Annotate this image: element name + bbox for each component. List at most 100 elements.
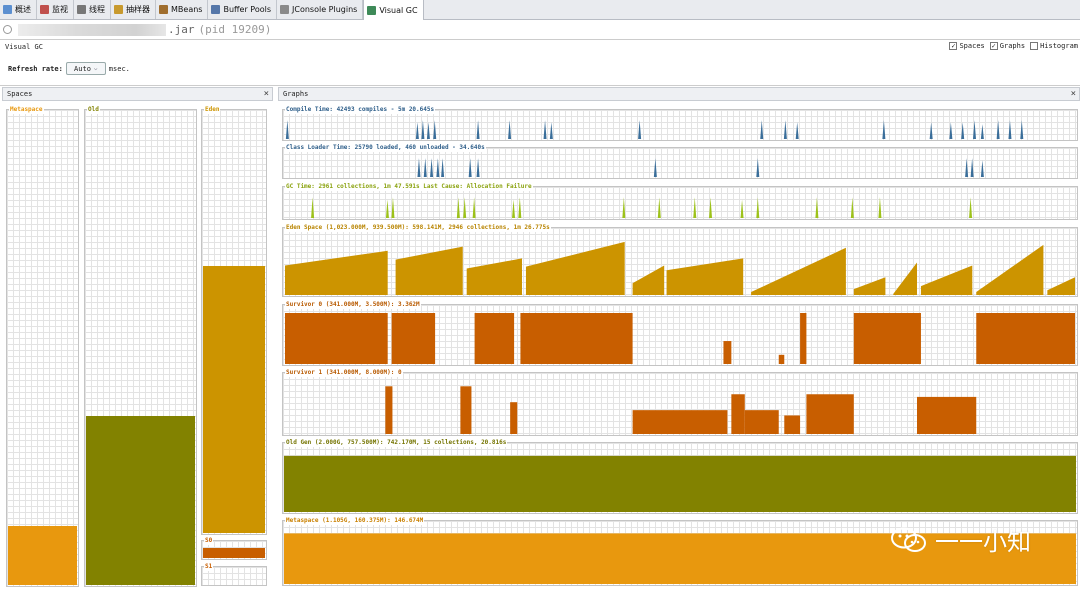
space-old-fill [86, 416, 195, 585]
graph-survivor-1-block [806, 394, 854, 434]
graph-compile-time-spike [783, 120, 787, 139]
graph-gc-time-spike [456, 197, 460, 218]
sampler-icon [114, 5, 123, 14]
graph-gc-time-plot [311, 197, 973, 218]
tab-buffer-pools[interactable]: Buffer Pools [208, 0, 277, 19]
graph-compile-time-spike [508, 120, 512, 139]
tab-visual-gc[interactable]: Visual GC [363, 0, 424, 20]
space-metaspace-label: Metaspace [9, 105, 44, 114]
graph-gc-time-title: GC Time: 2961 collections, 1m 47.591s La… [285, 182, 533, 191]
graph-gc-time-spike [709, 197, 713, 218]
app-title-row: .jar (pid 19209) [0, 20, 1080, 39]
graph-gc-time-spike [740, 199, 744, 218]
graph-compile-time-spike [415, 122, 419, 139]
graph-compile-time-spike [961, 122, 965, 139]
graph-class-loader-time-spike [430, 158, 434, 177]
graph-survivor-0-block [474, 313, 515, 364]
graph-gc-time-spike [693, 197, 697, 218]
tab-monitor[interactable]: 监视 [37, 0, 74, 19]
graph-gc-time: GC Time: 2961 collections, 1m 47.591s La… [282, 182, 1078, 220]
tab-label: 抽样器 [126, 5, 150, 14]
tab-sampler[interactable]: 抽样器 [111, 0, 156, 19]
graph-survivor-1-title: Survivor 1 (341.000M, 8.000M): 0 [285, 368, 403, 377]
graph-survivor-0-block [285, 313, 388, 364]
space-s0-label: S0 [204, 536, 214, 545]
graph-compile-time-title: Compile Time: 42493 compiles - 5m 20.645… [285, 105, 436, 114]
redacted-app-name [18, 23, 166, 36]
spaces-panel-header: Spaces × [2, 87, 273, 101]
visual-gc-icon [367, 5, 377, 15]
graph-eden-space-area [285, 241, 1075, 295]
view-options: ✓ Spaces ✓ Graphs Histogram [949, 42, 1078, 50]
tab-jconsole-plugins[interactable]: JConsole Plugins [277, 0, 364, 19]
space-eden: Eden [201, 105, 267, 535]
graph-class-loader-time-title: Class Loader Time: 25790 loaded, 460 unl… [285, 143, 486, 152]
space-s1: S1 [201, 562, 267, 586]
graph-class-loader-time-spike [653, 158, 657, 177]
space-s1-label: S1 [204, 562, 214, 571]
tab-overview[interactable]: 概述 [0, 0, 37, 19]
overview-icon [3, 5, 12, 14]
graph-gc-time-spike [850, 197, 854, 218]
graph-survivor-0-plot [285, 313, 1075, 364]
graph-gc-time-spike [878, 197, 882, 218]
spaces-check-icon: ✓ [949, 42, 958, 50]
graph-old-gen-area [284, 455, 1076, 512]
graph-class-loader-time-spike [436, 158, 440, 177]
tab-threads[interactable]: 线程 [74, 0, 111, 19]
graph-class-loader-time-plot [417, 158, 984, 177]
graph-class-loader-time-spike [441, 158, 445, 177]
graph-survivor-1-plot [385, 386, 977, 434]
buffer-pools-icon [211, 5, 221, 14]
graph-survivor-0: Survivor 0 (341.000M, 3.500M): 3.362M [282, 300, 1078, 366]
refresh-rate-control: Refresh rate: Auto ⌵ msec. [8, 62, 130, 75]
graph-gc-time-spike [385, 199, 389, 218]
tab-label: 概述 [15, 5, 31, 14]
graph-gc-time-spike [311, 197, 315, 218]
visual-gc-toolbar: Visual GC ✓ Spaces ✓ Graphs Histogram Re… [0, 39, 1080, 86]
graph-survivor-0-block [778, 354, 785, 364]
graph-survivor-0-block [976, 313, 1075, 364]
graph-gc-time-spike [512, 199, 516, 218]
histogram-check-icon [1030, 42, 1039, 50]
space-eden-label: Eden [204, 105, 221, 114]
status-icon [3, 25, 12, 34]
graph-gc-time-spike [622, 197, 626, 218]
graph-compile-time-spike [285, 120, 289, 139]
graph-class-loader-time-spike [965, 158, 969, 177]
graph-compile-time-spike [421, 120, 425, 139]
graph-compile-time-plot [285, 120, 1024, 139]
graphs-panel-title: Graphs [283, 90, 309, 98]
graph-eden-space-plot [285, 241, 1075, 295]
close-spaces-panel-icon[interactable]: × [263, 89, 269, 99]
tab-mbeans[interactable]: MBeans [156, 0, 209, 19]
graph-class-loader-time-spike [423, 158, 427, 177]
jar-suffix: .jar [168, 23, 195, 36]
graph-old-gen-plot [284, 455, 1076, 512]
refresh-rate-select[interactable]: Auto ⌵ [65, 62, 106, 75]
graph-gc-time-spike [518, 197, 522, 218]
graph-survivor-1-block [917, 396, 977, 434]
mbeans-icon [159, 5, 168, 14]
pid-label: (pid 19209) [198, 23, 272, 36]
spaces-panel-title: Spaces [7, 90, 33, 98]
graph-survivor-1-block [784, 415, 801, 434]
threads-icon [77, 5, 86, 14]
graph-gc-time-spike [472, 197, 476, 218]
graphs-checkbox[interactable]: ✓ Graphs [989, 42, 1026, 50]
graph-compile-time-spike [973, 120, 976, 139]
spaces-checkbox[interactable]: ✓ Spaces [949, 42, 985, 50]
histogram-checkbox[interactable]: Histogram [1030, 42, 1078, 50]
close-graphs-panel-icon[interactable]: × [1070, 89, 1076, 99]
graph-class-loader-time-spike [980, 160, 984, 177]
space-metaspace-fill [8, 525, 77, 585]
graph-eden-space: Eden Space (1,023.000M, 939.500M): 598.1… [282, 223, 1078, 297]
chevron-down-icon: ⌵ [93, 65, 98, 72]
graph-compile-time-spike [638, 120, 642, 139]
tab-label: 监视 [52, 5, 68, 14]
graph-survivor-0-block [391, 313, 436, 364]
graph-compile-time-spike [543, 120, 547, 139]
refresh-unit-label: msec. [108, 64, 130, 73]
graph-compile-time: Compile Time: 42493 compiles - 5m 20.645… [282, 105, 1078, 141]
refresh-rate-label: Refresh rate: [8, 64, 63, 73]
